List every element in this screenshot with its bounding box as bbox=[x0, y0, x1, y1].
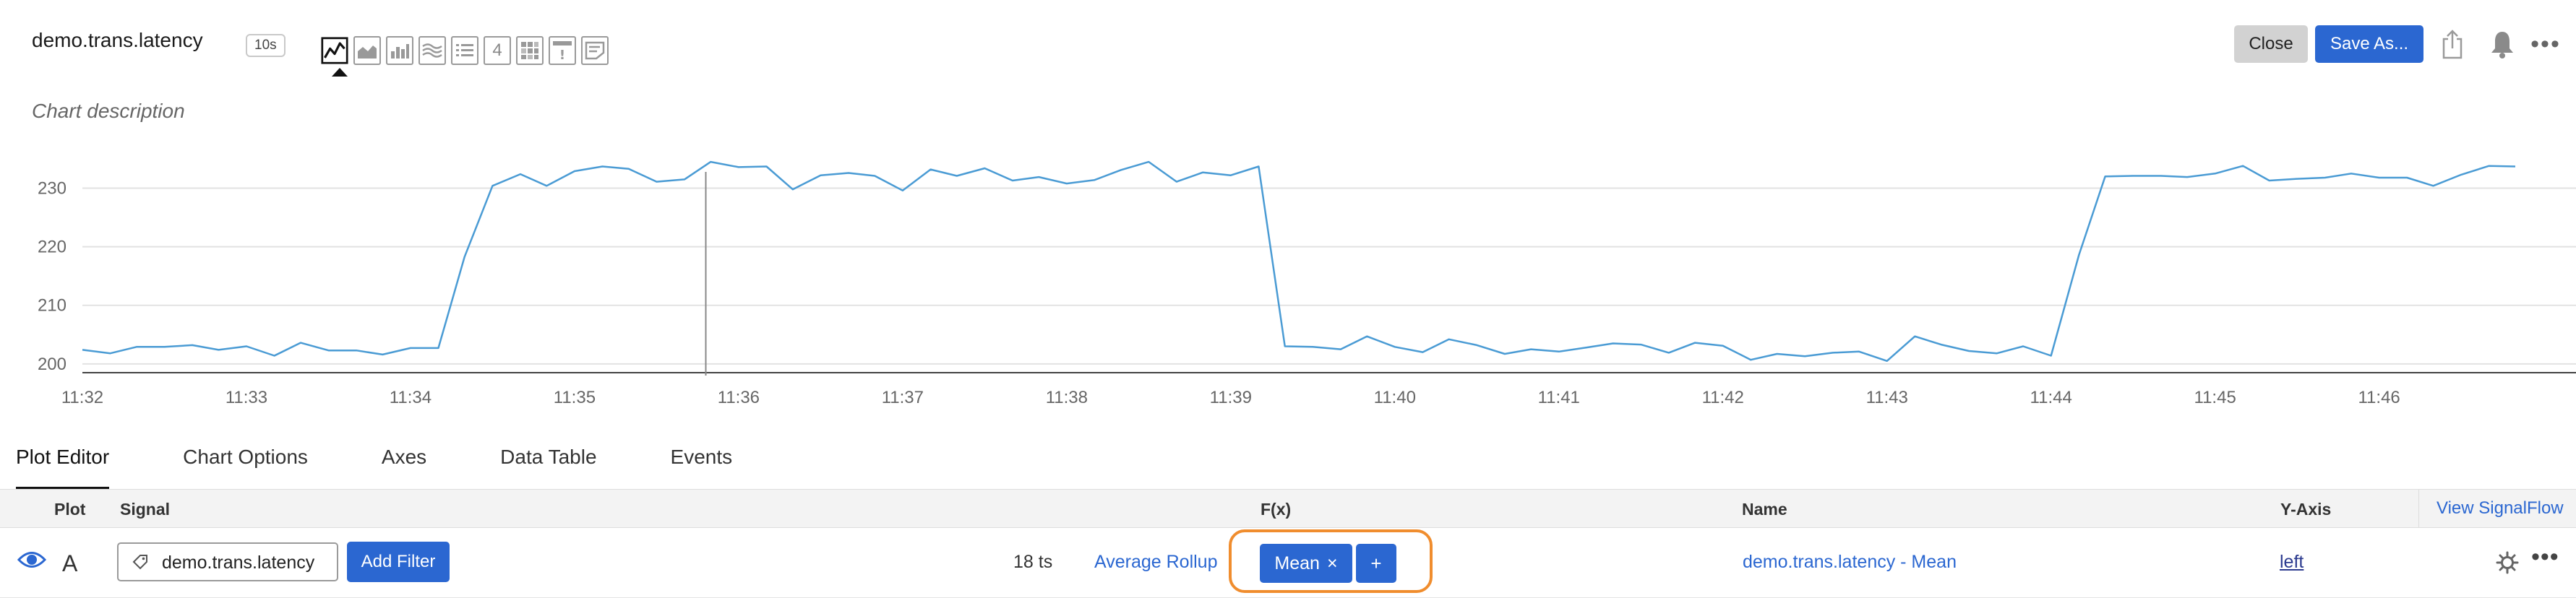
plot-letter: A bbox=[62, 550, 78, 576]
resolution-badge: 10s bbox=[246, 34, 285, 57]
signal-value: demo.trans.latency bbox=[162, 552, 315, 573]
event-glyph: ! bbox=[559, 48, 565, 61]
x-tick-label: 11:34 bbox=[390, 388, 432, 407]
yaxis-selector[interactable]: left bbox=[2280, 552, 2304, 572]
tab-data-table[interactable]: Data Table bbox=[500, 446, 597, 468]
plot-row: A demo.trans.latency Add Filter 18 ts Av… bbox=[0, 529, 2576, 598]
remove-function-icon[interactable]: × bbox=[1326, 552, 1338, 573]
x-tick-label: 11:36 bbox=[718, 388, 760, 407]
tab-chart-options[interactable]: Chart Options bbox=[183, 446, 308, 468]
single-value-glyph: 4 bbox=[492, 40, 502, 60]
chart-type-toolbar: 4 ! bbox=[321, 36, 609, 77]
y-tick-label: 220 bbox=[38, 238, 66, 257]
x-tick-label: 11:43 bbox=[1866, 388, 1908, 407]
x-tick-label: 11:40 bbox=[1374, 388, 1416, 407]
editor-tabs: Plot Editor Chart Options Axes Data Tabl… bbox=[16, 446, 806, 489]
x-tick-label: 11:46 bbox=[2358, 388, 2400, 407]
list-icon[interactable] bbox=[451, 36, 478, 65]
signal-input[interactable]: demo.trans.latency bbox=[117, 542, 338, 581]
x-tick-label: 11:41 bbox=[1538, 388, 1580, 407]
x-tick-label: 11:37 bbox=[882, 388, 924, 407]
tab-axes[interactable]: Axes bbox=[381, 446, 427, 468]
add-filter-button[interactable]: Add Filter bbox=[347, 542, 450, 582]
x-tick-label: 11:45 bbox=[2194, 388, 2236, 407]
chart-title[interactable]: demo.trans.latency bbox=[32, 29, 203, 51]
x-tick-label: 11:39 bbox=[1210, 388, 1252, 407]
bell-icon[interactable] bbox=[2486, 27, 2518, 61]
single-value-icon[interactable]: 4 bbox=[484, 36, 511, 65]
x-tick-label: 11:38 bbox=[1046, 388, 1088, 407]
plot-table-header: Plot Signal F(x) Name Y-Axis View Signal… bbox=[0, 489, 2576, 528]
header-fx: F(x) bbox=[1261, 500, 1292, 519]
x-tick-label: 11:35 bbox=[554, 388, 596, 407]
rollup-link[interactable]: Average Rollup bbox=[1094, 552, 1218, 572]
event-feed-icon[interactable]: ! bbox=[549, 36, 576, 65]
header-plot: Plot bbox=[54, 500, 86, 519]
row-more-options-button[interactable]: ••• bbox=[2531, 543, 2559, 571]
tab-plot-editor[interactable]: Plot Editor bbox=[16, 446, 110, 489]
x-tick-label: 11:33 bbox=[226, 388, 267, 407]
y-tick-label: 200 bbox=[38, 355, 66, 374]
header-name: Name bbox=[1742, 500, 1787, 519]
header-yaxis: Y-Axis bbox=[2280, 500, 2332, 519]
gear-icon[interactable] bbox=[2495, 550, 2520, 578]
column-chart-icon[interactable] bbox=[386, 36, 413, 65]
active-indicator bbox=[332, 68, 348, 77]
x-tick-label: 11:42 bbox=[1702, 388, 1744, 407]
tag-icon bbox=[132, 553, 149, 576]
tab-events[interactable]: Events bbox=[670, 446, 733, 468]
timeseries-count: 18 ts bbox=[1013, 552, 1053, 572]
mean-function-chip[interactable]: Mean × bbox=[1260, 544, 1352, 583]
heatmap-icon[interactable] bbox=[516, 36, 544, 65]
histogram-icon[interactable] bbox=[418, 36, 446, 65]
area-chart-icon[interactable] bbox=[353, 36, 381, 65]
share-icon[interactable] bbox=[2437, 27, 2468, 61]
line-chart-icon[interactable] bbox=[321, 36, 348, 77]
close-button[interactable]: Close bbox=[2234, 25, 2308, 63]
series-line bbox=[82, 160, 2516, 363]
y-tick-label: 230 bbox=[38, 179, 66, 199]
y-tick-label: 210 bbox=[38, 296, 66, 316]
chart-description-field[interactable]: Chart description bbox=[32, 100, 185, 122]
header-signal: Signal bbox=[120, 500, 171, 519]
save-as-button[interactable]: Save As... bbox=[2315, 25, 2423, 63]
text-note-icon[interactable] bbox=[581, 36, 609, 65]
eye-icon[interactable] bbox=[17, 549, 47, 574]
view-signalflow-link[interactable]: View SignalFlow bbox=[2418, 490, 2564, 527]
add-function-button[interactable]: + bbox=[1356, 544, 1396, 583]
fx-highlight-outline bbox=[1229, 529, 1433, 593]
x-tick-label: 11:44 bbox=[2030, 388, 2072, 407]
more-options-button[interactable]: ••• bbox=[2530, 30, 2561, 58]
x-tick-label: 11:32 bbox=[61, 388, 103, 407]
line-chart: 200 210 220 230 11:32 11:33 11:34 11:35 11:36 11:… bbox=[38, 160, 2576, 407]
mean-function-label: Mean bbox=[1274, 552, 1320, 573]
plot-name[interactable]: demo.trans.latency - Mean bbox=[1743, 552, 1957, 572]
